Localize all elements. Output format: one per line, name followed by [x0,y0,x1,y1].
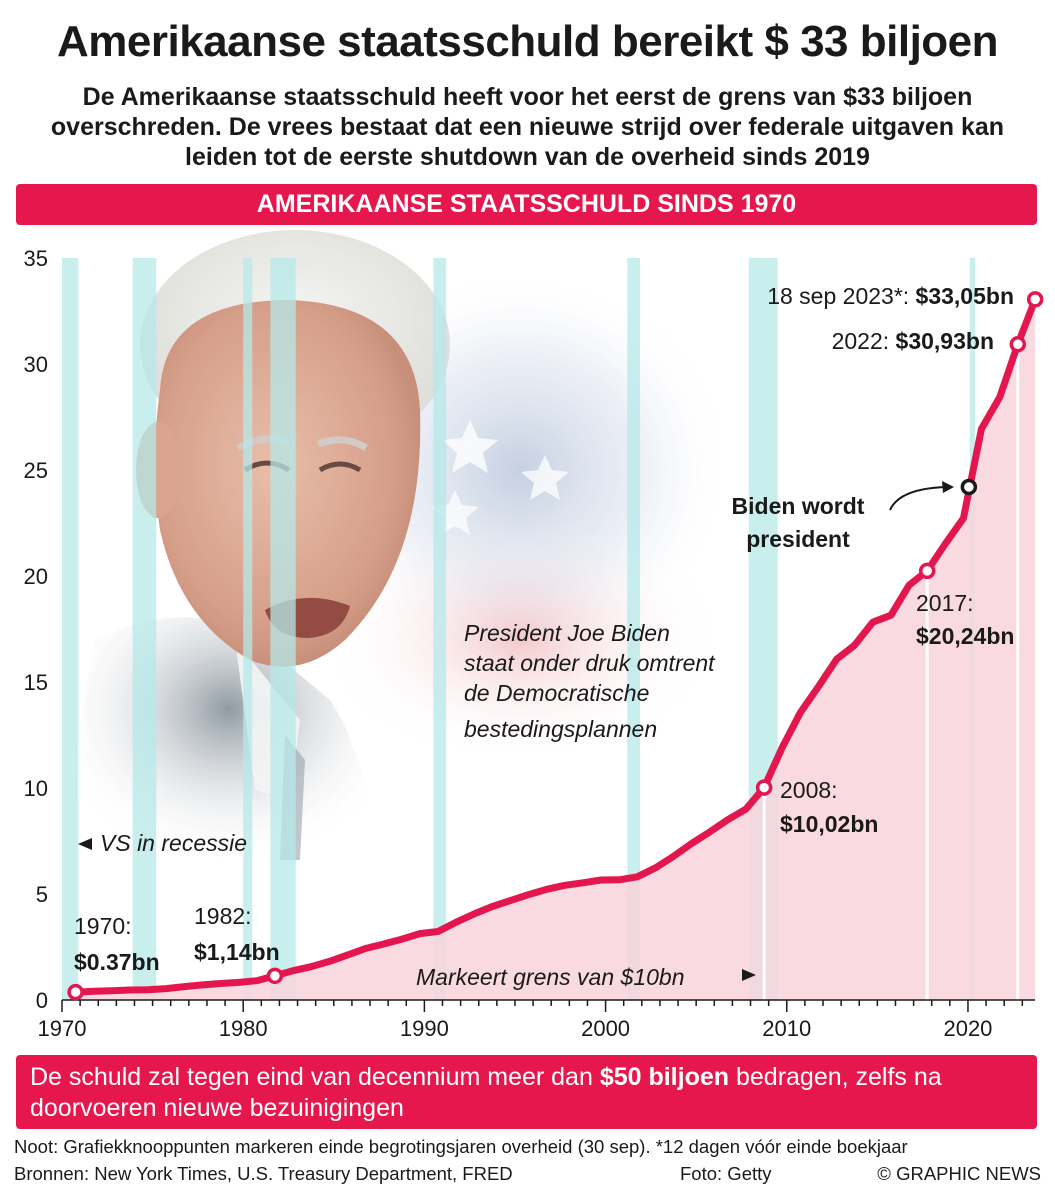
flag-red-stripes [320,520,720,760]
eye-shape [318,461,362,473]
flag-star-icon [521,455,569,500]
point-label-year: 1970: [74,913,132,939]
y-tick-label: 0 [36,988,48,1013]
data-point [918,562,936,580]
photo-credit: Foto: Getty [680,1163,772,1184]
point-label-value: $30,93bn [896,328,994,354]
point-label: 2022: $30,93bn [832,328,994,354]
caption-line: staat onder druk omtrent [464,650,716,676]
photo-caption: President Joe Biden staat onder druk omt… [464,620,716,742]
axes: 0 5 10 15 20 25 30 35 1970 1980 1990 2000 2010 2020 [24,246,1035,1041]
y-tick-label: 5 [36,882,48,907]
caption-line: de Democratische [464,680,649,706]
caption-line: bestedingsplannen [464,716,657,742]
biden-annotation: Biden wordt president [732,481,954,552]
flag-star-icon [442,420,498,473]
chart-banner: AMERIKAANSE STAATSSCHULD SINDS 1970 [16,184,1037,225]
brow-shape [316,436,368,452]
recession-band [627,258,641,1000]
point-label-year: 2017: [916,590,974,616]
x-tick-label: 2020 [943,1016,992,1041]
data-point [67,983,84,1001]
arrow-head-icon [942,481,954,493]
marker-legend: Markeert grens van $10bn [416,964,756,990]
point-label-year: 2022: [832,328,896,354]
point-label-year: 1982: [194,903,252,929]
projection-box: De schuld zal tegen eind van decennium m… [16,1055,1037,1129]
biden-label-line-1: Biden wordt [732,493,865,519]
arrow-right-icon [742,969,756,981]
point-label-value: $0.37bn [74,949,160,975]
y-axis-ticks: 0 5 10 15 20 25 30 35 [24,246,48,1013]
page-title: Amerikaanse staatsschuld bereikt $ 33 bi… [56,17,999,66]
projection-text-end: bedragen, zelfs na doorvoeren nieuwe bez… [30,1063,942,1122]
recession-label: VS in recessie [100,830,247,856]
recession-band [243,258,253,1000]
point-label-value: $33,05bn [916,283,1014,309]
x-tick-label: 1970 [38,1016,87,1041]
caption-line: President Joe Biden [464,620,670,646]
data-point [755,779,773,796]
data-point [1026,291,1044,308]
projection-text: De schuld zal tegen eind van decennium m… [30,1063,600,1091]
point-label: 18 sep 2023*: $33,05bn [767,283,1014,309]
page-subtitle: De Amerikaanse staatsschuld heeft voor h… [50,83,1005,171]
point-label-value: $10,02bn [780,811,878,837]
data-point [1009,336,1027,353]
projection-amount: $50 biljoen [599,1063,730,1091]
point-label-value: $1,14bn [194,939,280,965]
recession-band [270,258,296,1000]
y-tick-label: 20 [24,564,48,589]
y-tick-label: 30 [24,352,48,377]
labeled-points: 1970: $0.37bn 1982: $1,14bn 2008: $10,02bn 201… [67,283,1044,1001]
recession-band [132,258,157,1000]
recession-band [62,258,79,1000]
marker-label: Markeert grens van $10bn [416,964,685,990]
ten-bn-markers [762,352,1020,1000]
arrow-left-icon [78,838,92,850]
point-label-value: $20,24bn [916,623,1014,649]
curved-arrow-icon [889,486,949,511]
sources: Bronnen: New York Times, U.S. Treasury D… [14,1163,513,1184]
biden-point [960,478,978,496]
footnote: Noot: Grafiekknooppunten markeren einde … [14,1136,908,1157]
y-tick-label: 35 [24,246,48,271]
y-tick-label: 10 [24,776,48,801]
data-point [266,967,284,985]
point-label-year: 2008: [780,777,838,803]
point-label-year: 18 sep 2023*: [767,283,915,309]
x-tick-label: 2000 [581,1016,630,1041]
biden-label-line-2: president [746,526,850,552]
y-tick-label: 15 [24,670,48,695]
y-tick-label: 25 [24,458,48,483]
x-axis-ticks: 1970 1980 1990 2000 2010 2020 [38,1000,1024,1041]
copyright: © GRAPHIC NEWS [877,1163,1041,1184]
debt-line [72,295,1039,996]
x-tick-label: 1980 [219,1016,268,1041]
x-tick-label: 2010 [762,1016,811,1041]
recession-band [433,258,447,1000]
x-tick-label: 1990 [400,1016,449,1041]
debt-area [75,299,1036,1000]
recession-legend: VS in recessie [78,830,247,856]
